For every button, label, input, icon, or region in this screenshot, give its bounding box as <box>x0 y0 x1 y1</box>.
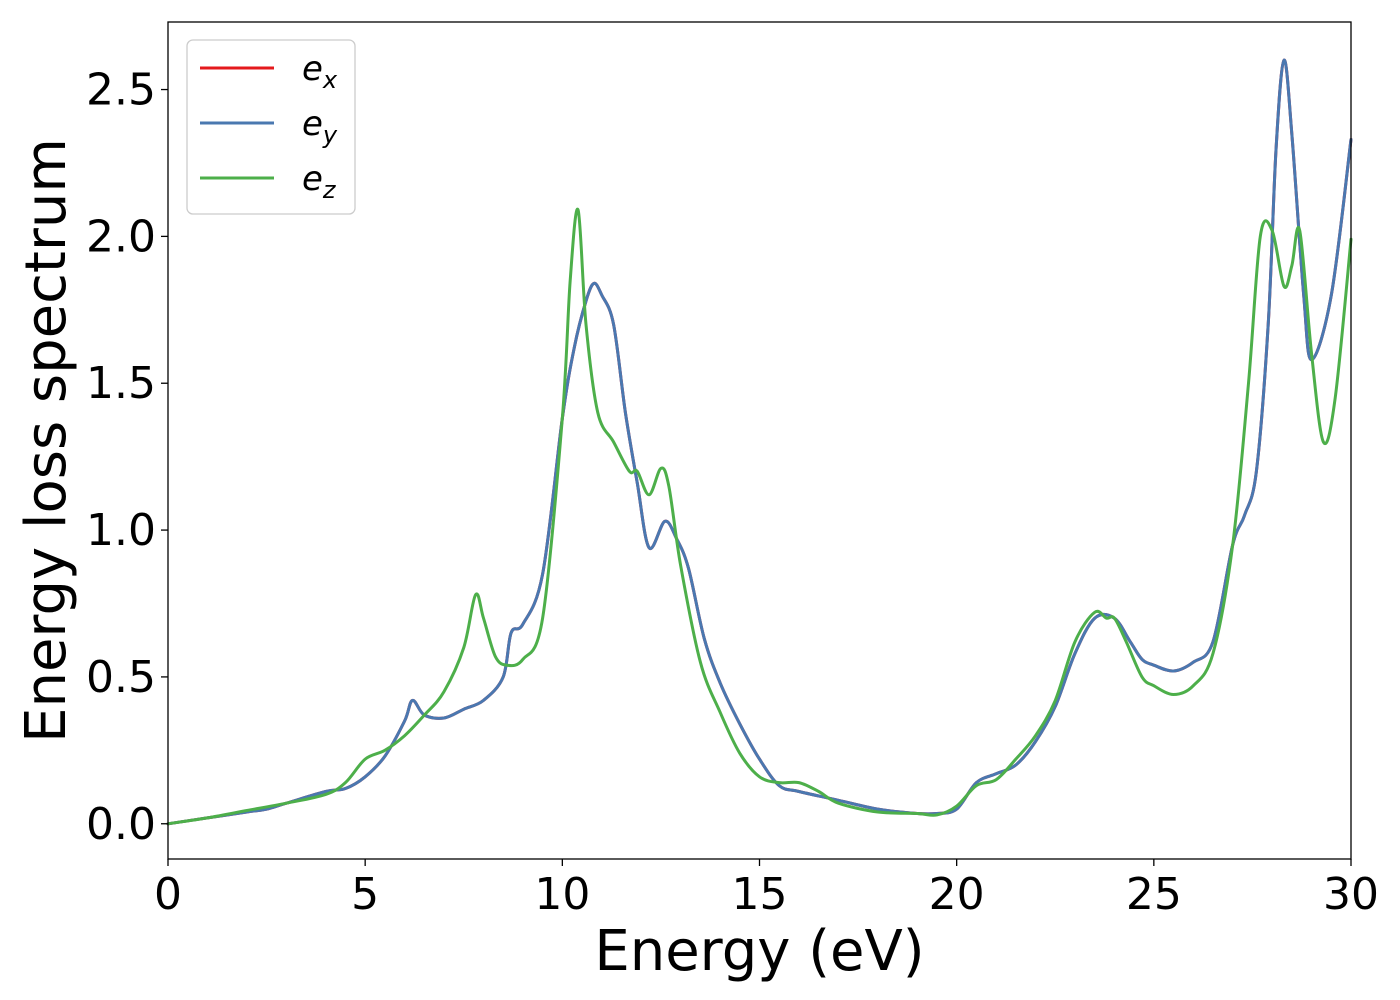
x-tick-label: 10 <box>534 869 590 920</box>
x-tick-label: 5 <box>351 869 379 920</box>
tick-layer: 0 5 10 15 20 25 30 0.0 0.5 1.0 1.5 2.0 2.5 <box>86 65 1379 920</box>
x-tick-label: 0 <box>154 869 182 920</box>
legend-box <box>186 39 356 215</box>
legend-label-x: ex <box>302 49 338 94</box>
series-line-y <box>166 58 1353 826</box>
y-tick-label: 0.5 <box>86 652 156 703</box>
y-tick-label: 1.0 <box>86 505 156 556</box>
x-tick-label: 15 <box>732 869 788 920</box>
y-axis-label: Energy loss spectrum <box>14 138 79 743</box>
legend-label-z: ez <box>302 159 337 204</box>
y-tick-label: 0.0 <box>86 799 156 850</box>
series-line-z <box>166 207 1353 826</box>
x-axis-label: Energy (eV) <box>594 919 924 984</box>
x-tick-label: 25 <box>1126 869 1182 920</box>
x-tick-label: 20 <box>929 869 985 920</box>
x-tick-label: 30 <box>1323 869 1379 920</box>
legend-label-y: ey <box>302 104 338 149</box>
y-tick-label: 1.5 <box>86 358 156 409</box>
legend: ex ey ez <box>186 39 356 215</box>
y-tick-label: 2.0 <box>86 211 156 262</box>
y-tick-label: 2.5 <box>86 65 156 116</box>
series-layer <box>166 58 1353 826</box>
